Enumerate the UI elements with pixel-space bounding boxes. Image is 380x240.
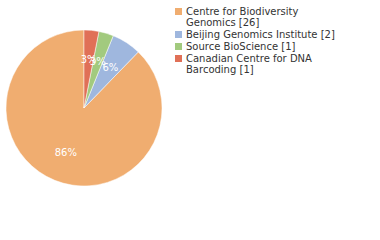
legend-label-line: Beijing Genomics Institute [2] — [186, 29, 335, 40]
legend-label-line: Canadian Centre for DNA — [186, 53, 315, 64]
legend-label: Beijing Genomics Institute [2] — [186, 29, 335, 40]
pie-slice — [84, 30, 99, 108]
pie: 86%6%3%3% — [6, 30, 162, 186]
legend-label-line: Genomics [26] — [186, 17, 259, 28]
legend-swatch — [175, 31, 182, 38]
data-label: 3% — [81, 54, 97, 65]
chart: 86%6%3%3%Centre for Biodiversity Genomic… — [0, 0, 380, 240]
legend-swatch — [175, 8, 182, 15]
pie-slice — [6, 30, 162, 186]
legend-label: Source BioScience [1] — [186, 41, 295, 52]
legend-label-line: Barcoding [1] — [186, 64, 254, 75]
legend: Centre for Biodiversity Genomics [26]Bei… — [175, 6, 335, 75]
legend-label: Canadian Centre for DNA Barcoding [1] — [186, 53, 315, 75]
legend-label-line: Centre for Biodiversity — [186, 6, 302, 17]
legend-swatch — [175, 43, 182, 50]
legend-label: Centre for Biodiversity Genomics [26] — [186, 6, 302, 28]
legend-label-line: Source BioScience [1] — [186, 41, 295, 52]
data-label: 86% — [55, 147, 77, 158]
legend-swatch — [175, 55, 182, 62]
